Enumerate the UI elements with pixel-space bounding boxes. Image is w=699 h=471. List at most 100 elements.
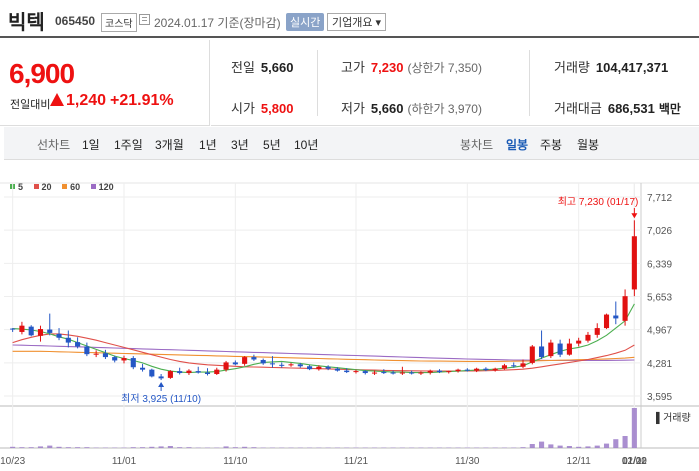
monthly-candle-button[interactable]: 월봉 [577,138,600,152]
candle-body [279,364,285,366]
weekly-candle-button[interactable]: 주봉 [540,138,563,152]
volume-bar [539,441,545,448]
volume-bar [520,447,526,448]
volume-bar [130,447,136,448]
period-3y-button[interactable]: 3년 [231,138,249,152]
x-tick-label: 11/10 [223,456,248,467]
legend-ma20: 20 [33,182,52,192]
candle-body [232,362,238,365]
volume-bar [251,447,257,448]
volume-bar [37,446,44,448]
period-1y-button[interactable]: 1년 [199,138,217,152]
legend-swatch [90,184,96,189]
candle-body [492,368,498,371]
y-tick-label: 3,595 [647,392,672,403]
stat-amount-label: 거래대금 [554,101,602,116]
period-5y-button[interactable]: 5년 [263,138,281,152]
price-stats: 전일 5,660 고가 7,230 (상한가 7,350) 거래량 104,417,37… [211,40,699,126]
candle-body [130,358,136,368]
volume-bar [19,447,25,448]
stat-amount-value: 686,531 [607,101,655,116]
candle-body [269,363,276,365]
stat-high: 고가 7,230 (상한가 7,350) [341,57,482,76]
basis-date: 2024.01.17 기준(장마감) [154,14,281,31]
candle-body [75,342,81,347]
volume-bar [167,446,173,448]
stock-name: 빅텍 [8,12,45,34]
candle-body [594,328,600,335]
candle-body [455,369,461,372]
stat-low: 저가 5,660 (하한가 3,970) [341,98,482,117]
stat-high-value: 7,230 [370,60,404,75]
volume-bar [242,446,248,448]
candle-body [371,372,378,374]
candle-body [65,337,71,343]
min-arrow-icon [158,382,165,388]
y-tick-label: 6,339 [647,259,672,270]
divider [529,50,530,116]
candle-body [149,369,155,377]
stock-header: 빅텍 065450 코스닥 2024.01.17 기준(장마감) 실시간 기업개… [0,0,699,38]
stat-high-label: 고가 [341,60,365,75]
legend-ma5-label: 5 [18,182,24,192]
candle-body [344,370,350,373]
candle-body [316,366,322,370]
volume-bar [594,445,600,448]
period-3m-button[interactable]: 3개월 [155,138,184,152]
candle-body [167,371,173,378]
stat-volume-value: 104,417,371 [595,60,669,75]
candle-body [139,367,146,370]
company-info-button[interactable]: 기업개요 ▾ [327,13,387,31]
candle-body [325,366,331,369]
stat-prev: 전일 5,660 [231,57,293,76]
candle-body [631,236,637,290]
candle-body [214,369,220,375]
candle-body [418,372,424,374]
period-10y-button[interactable]: 10년 [294,138,319,152]
x-tick-label: 12/20 [622,456,647,467]
current-price: 6,900 [9,58,75,89]
candle-body [84,346,90,355]
period-1w-button[interactable]: 1주일 [114,138,143,152]
candle-body [529,346,535,363]
max-arrow-icon [631,213,638,219]
candle-body [511,365,517,367]
volume-bar [232,447,238,448]
stat-open-label: 시가 [231,101,255,116]
ma20-line [12,333,635,372]
volume-bar [529,444,535,448]
candle-chart-label: 봉차트 [460,138,494,152]
change-label: 전일대비 [10,99,51,111]
candle-body [557,343,563,355]
volume-bar [557,445,563,448]
candle-body [56,333,62,338]
volume-bar [28,447,34,448]
date-value: 2024.01.17 [154,16,215,30]
y-tick-label: 5,653 [647,293,672,304]
candle-body [223,362,229,370]
volume-bar [75,447,81,448]
volume-bar [603,443,610,448]
stock-code: 065450 [55,14,96,28]
candle-body [548,342,554,357]
upper-limit: (상한가 7,350) [407,61,482,75]
volume-bar [566,446,572,448]
candle-body [242,357,248,364]
candle-body [436,370,443,373]
stat-amount: 거래대금 686,531 백만 [554,98,681,117]
candle-body [334,368,340,371]
candle-body [28,326,34,336]
volume-bar [585,446,591,448]
x-tick-label: 12/11 [567,456,592,467]
price-change: 1,240 [50,92,106,110]
candle-body [409,372,415,374]
candle-body [93,353,99,355]
change-percent: +21.91% [110,92,174,109]
candle-body [427,370,433,373]
line-chart-label: 선차트 [37,138,71,152]
realtime-button[interactable]: 실시간 [286,13,325,31]
period-1d-button[interactable]: 1일 [82,138,100,152]
daily-candle-button[interactable]: 일봉 [506,138,529,152]
legend-ma60-label: 60 [70,182,81,192]
